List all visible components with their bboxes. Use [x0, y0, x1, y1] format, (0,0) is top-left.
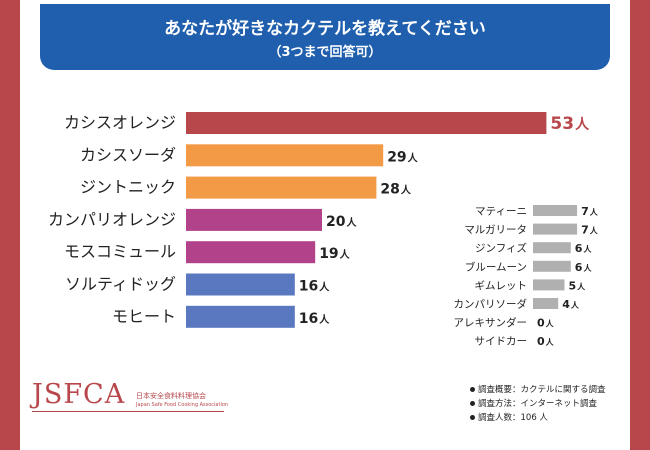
value-label: 4人 — [562, 298, 580, 311]
bar — [186, 112, 547, 134]
value-label: 19人 — [319, 246, 350, 262]
note-count: 調査人数：106 人 — [478, 413, 548, 423]
logo-wordmark: JSFCA — [32, 379, 126, 410]
bar — [533, 205, 578, 216]
category-label: ブルームーン — [465, 260, 527, 273]
category-label: アレキサンダー — [454, 316, 528, 329]
title-banner: あなたが好きなカクテルを教えてください （3つまで回答可） — [40, 4, 610, 70]
note-method: 調査方法：インターネット調査 — [478, 399, 598, 409]
category-label: マティーニ — [475, 206, 527, 218]
logo-en-name: Japan Safe Food Cooking Association — [136, 402, 229, 408]
bar — [186, 144, 384, 167]
chart-subtitle: （3つまで回答可） — [268, 45, 382, 60]
category-label: マルガリータ — [464, 224, 527, 236]
category-label: ソルティドッグ — [65, 275, 176, 294]
note-overview: 調査概要：カクテルに関する調査 — [478, 385, 606, 395]
bar — [533, 260, 571, 272]
value-label: 29人 — [387, 149, 418, 165]
value-label: 5人 — [569, 279, 587, 292]
bullet-icon — [470, 415, 475, 420]
value-label: 16人 — [299, 279, 330, 295]
card — [20, 0, 630, 450]
bullet-icon — [470, 401, 475, 406]
category-label: ギムレット — [475, 280, 528, 292]
value-label: 7人 — [581, 205, 599, 218]
value-label: 53人 — [550, 114, 590, 134]
chart-title: あなたが好きなカクテルを教えてください — [164, 19, 486, 39]
bar — [533, 242, 571, 254]
note-item: 調査概要：カクテルに関する調査 — [470, 383, 606, 397]
value-label: 7人 — [581, 224, 599, 237]
bullet-icon — [470, 387, 475, 392]
category-label: サイドカー — [475, 336, 528, 348]
logo-text: 日本安全食料料理協会 Japan Safe Food Cooking Assoc… — [136, 392, 228, 409]
bar — [186, 208, 322, 231]
bar — [533, 223, 578, 235]
logo-jp-name: 日本安全食料料理協会 — [136, 392, 206, 400]
jsfca-logo: JSFCA 日本安全食料料理協会 Japan Safe Food Cooking… — [32, 379, 228, 412]
category-label: ジントニック — [80, 178, 176, 197]
note-item: 調査人数：106 人 — [470, 411, 606, 425]
value-label: 20人 — [326, 214, 357, 230]
category-label: カンパリソーダ — [454, 298, 528, 311]
category-label: ジンフィズ — [475, 242, 527, 255]
bar — [533, 279, 565, 291]
category-label: モスコミュール — [64, 242, 176, 261]
value-label: 6人 — [575, 261, 593, 274]
category-label: カシスソーダ — [80, 145, 176, 164]
value-label: 6人 — [575, 242, 593, 255]
value-label: 0人 — [537, 317, 555, 330]
survey-notes: 調査概要：カクテルに関する調査 調査方法：インターネット調査 調査人数：106 … — [470, 383, 606, 425]
note-item: 調査方法：インターネット調査 — [470, 397, 606, 411]
value-label: 0人 — [537, 335, 555, 348]
logo-underline — [32, 411, 224, 412]
category-label: カンパリオレンジ — [48, 210, 176, 229]
value-label: 16人 — [299, 311, 330, 327]
bar — [186, 241, 316, 264]
category-label: モヒート — [112, 307, 176, 326]
bar — [186, 273, 295, 296]
value-label: 28人 — [380, 182, 411, 198]
bar — [186, 176, 377, 199]
bar — [533, 298, 559, 309]
category-label: カシスオレンジ — [64, 113, 176, 132]
bar — [186, 305, 295, 328]
